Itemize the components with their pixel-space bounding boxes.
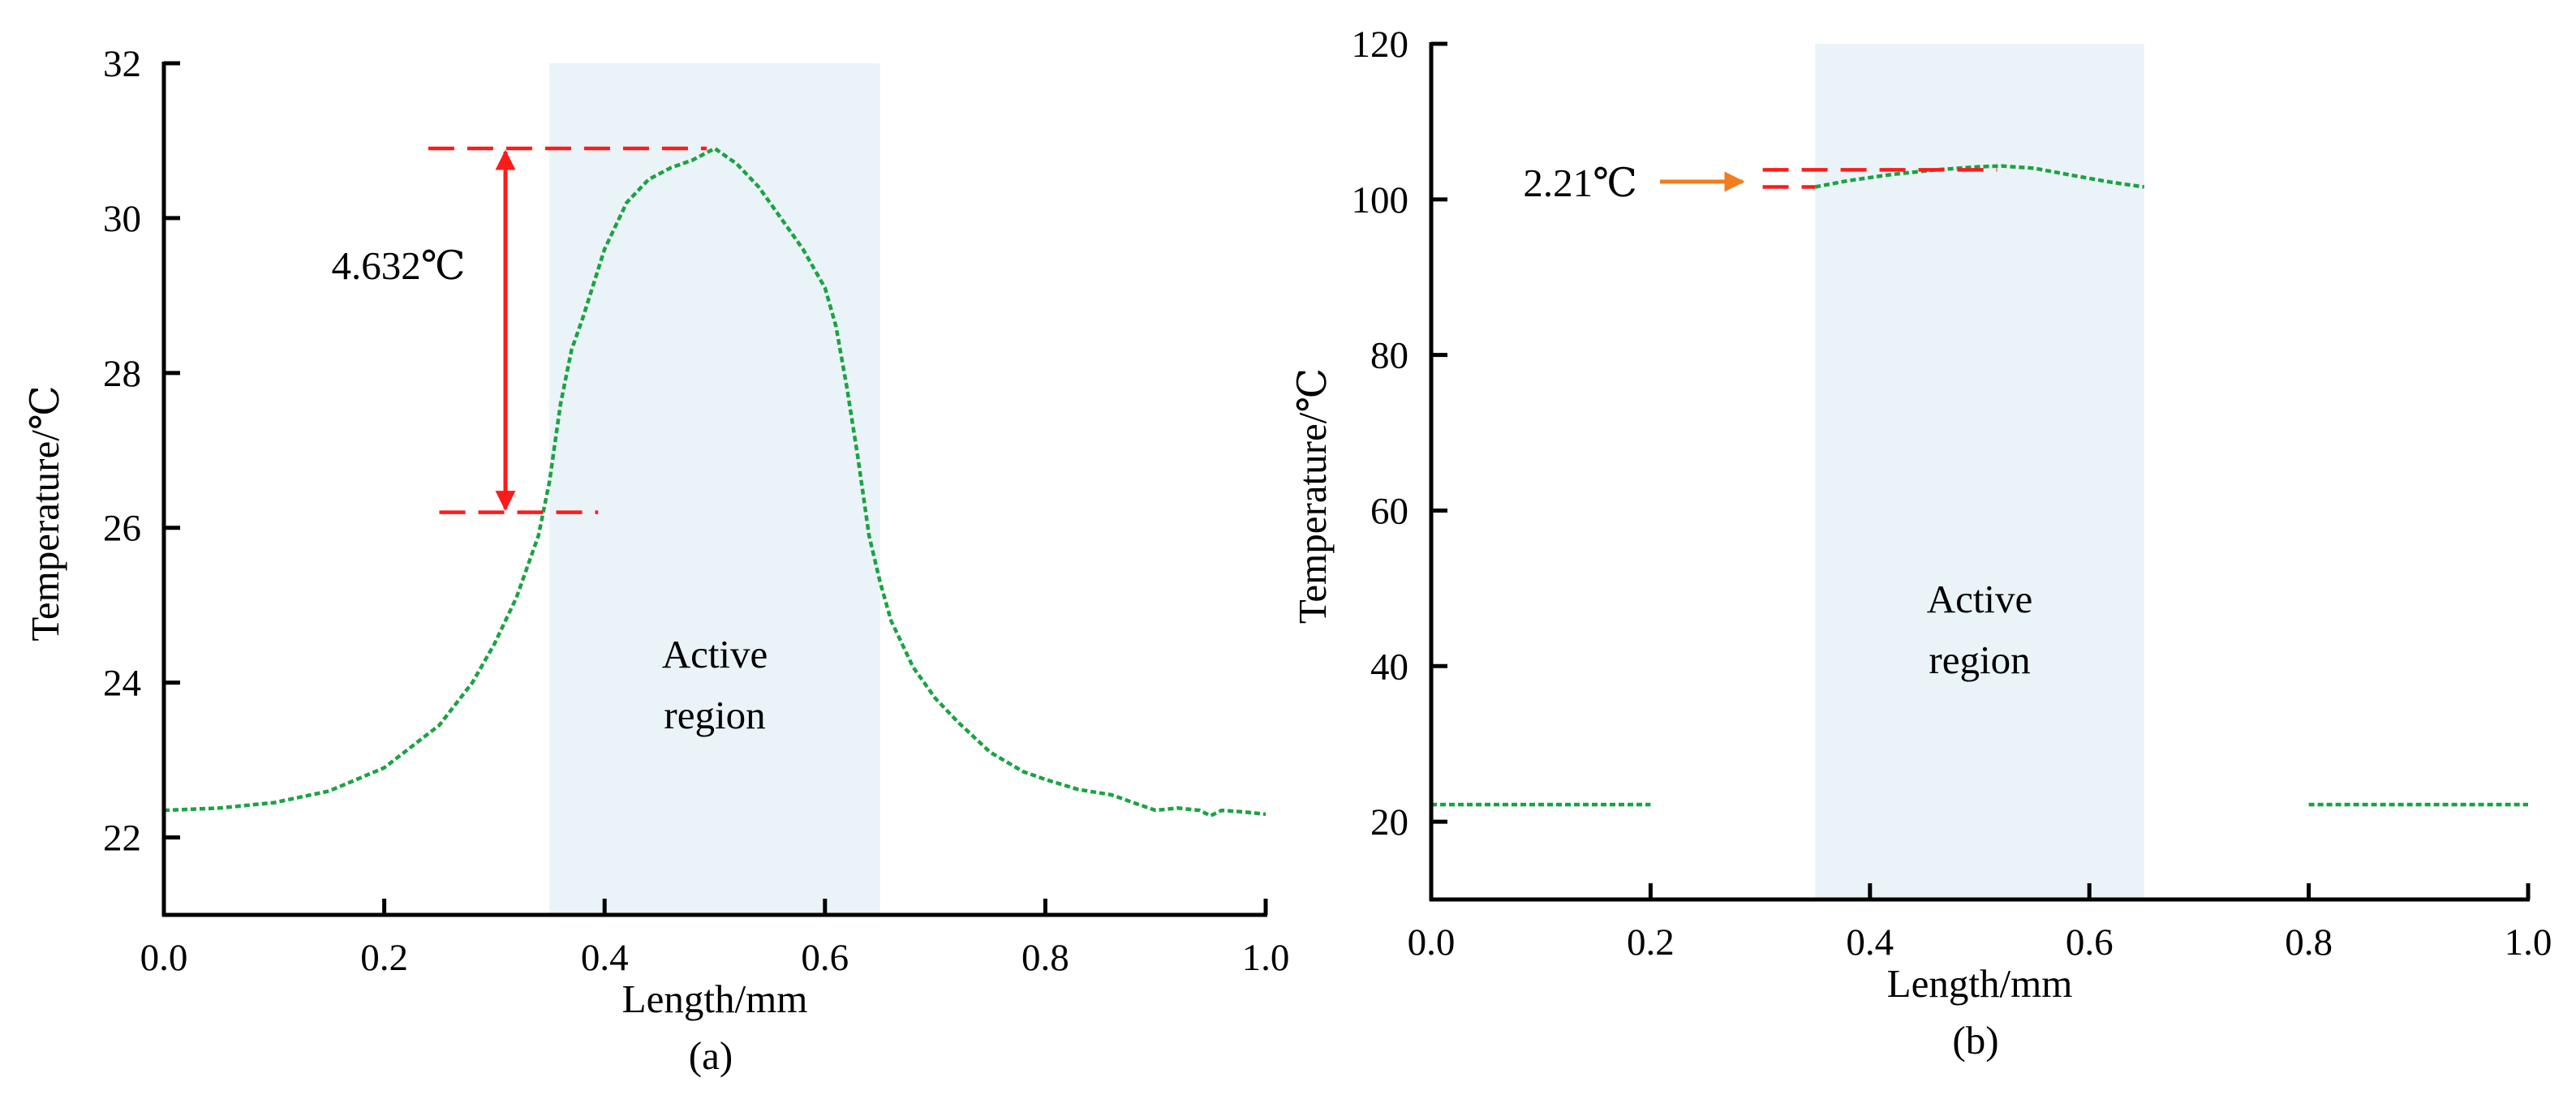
x-tick-label: 0.0 — [1408, 921, 1456, 964]
y-tick-label: 30 — [103, 198, 141, 240]
temperature-curve-a — [163, 146, 1266, 818]
active-region-label-b-line2: region — [1929, 638, 2030, 682]
x-tick-label: 0.8 — [2285, 921, 2333, 964]
y-tick-label: 120 — [1352, 24, 1409, 66]
delta-annotation-b: 2.21℃ — [1523, 161, 1637, 205]
active-region-label-a-line1: Active — [662, 632, 768, 676]
y-tick-label: 100 — [1352, 179, 1409, 221]
y-tick-label: 28 — [103, 353, 141, 395]
y-tick-label: 24 — [103, 663, 141, 705]
active-region-a — [549, 63, 880, 915]
active-region-label-a-line2: region — [664, 693, 765, 737]
x-tick-label: 0.4 — [581, 937, 629, 979]
x-tick-label: 0.6 — [801, 937, 849, 979]
y-tick-label: 60 — [1370, 490, 1408, 532]
panel-b: 2.21℃ Active region 0.0 0.2 0.4 0.6 0.8 1.0 20… — [1290, 24, 2552, 1063]
x-tick-label: 1.0 — [1242, 937, 1290, 979]
x-tick-label: 0.8 — [1021, 937, 1069, 979]
y-tick-label: 40 — [1370, 646, 1408, 688]
x-tick-label: 0.0 — [140, 937, 188, 979]
panel-a: 4.632℃ Active region 0.0 0.2 0.4 0.6 0.8 1.0 2… — [23, 43, 1289, 1078]
x-tick-label: 1.0 — [2505, 921, 2552, 964]
y-axis-label-a: Temperature/℃ — [23, 385, 67, 641]
y-tick-label: 20 — [1370, 801, 1408, 844]
y-axis-label-b: Temperature/℃ — [1290, 368, 1335, 624]
x-tick-label: 0.4 — [1846, 921, 1894, 964]
active-region-label-b-line1: Active — [1927, 577, 2033, 621]
x-axis-label-a: Length/mm — [622, 977, 808, 1021]
temperature-curve-b-center — [1814, 164, 2145, 189]
y-tick-label: 32 — [103, 43, 141, 85]
y-tick-label: 80 — [1370, 335, 1408, 377]
y-tick-label: 26 — [103, 508, 141, 550]
y-tick-label: 22 — [103, 818, 141, 860]
panel-label-b: (b) — [1952, 1018, 1998, 1063]
x-axis-label-b: Length/mm — [1887, 961, 2073, 1006]
x-tick-label: 0.2 — [360, 937, 408, 979]
panel-label-a: (a) — [689, 1033, 733, 1078]
x-tick-label: 0.6 — [2066, 921, 2114, 964]
x-tick-label: 0.2 — [1627, 921, 1675, 964]
delta-annotation-a: 4.632℃ — [331, 243, 465, 288]
active-region-b — [1815, 44, 2144, 899]
